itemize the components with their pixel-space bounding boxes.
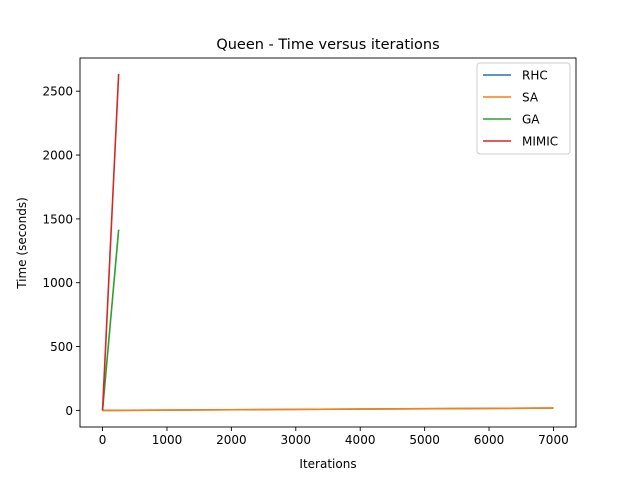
x-tick-label: 2000 [216,433,247,447]
x-tick-label: 5000 [409,433,440,447]
axes [79,57,577,428]
plot-lines [101,73,554,412]
y-tick-label: 2500 [42,85,73,99]
y-axis-label: Time (seconds) [15,197,29,290]
plot-area-frame [79,57,577,428]
legend-label-rhc: RHC [522,69,548,83]
y-tick-label: 2000 [42,149,73,163]
x-ticks: 0 1000 2000 3000 4000 5000 6000 7000 [99,427,569,447]
y-tick-label: 500 [50,340,73,354]
y-tick-label: 1000 [42,276,73,290]
x-tick-label: 7000 [538,433,569,447]
y-tick-label: 1500 [42,212,73,226]
chart-title: Queen - Time versus iterations [216,37,439,53]
y-ticks: 0 500 1000 1500 2000 2500 [42,85,80,418]
x-axis-label: Iterations [299,457,356,471]
legend-label-mimic: MIMIC [522,135,558,149]
legend-box [476,62,571,155]
series-line-sa [102,407,554,412]
x-tick-label: 1000 [152,433,183,447]
legend: RHC SA GA MIMIC [476,62,571,155]
series-line-ga [101,229,120,411]
x-tick-label: 3000 [281,433,312,447]
x-tick-label: 6000 [474,433,505,447]
x-tick-label: 0 [99,433,107,447]
legend-label-ga: GA [522,113,540,127]
legend-label-sa: SA [522,91,539,105]
x-tick-label: 4000 [345,433,376,447]
y-tick-label: 0 [65,404,73,418]
series-line-mimic [101,73,120,411]
